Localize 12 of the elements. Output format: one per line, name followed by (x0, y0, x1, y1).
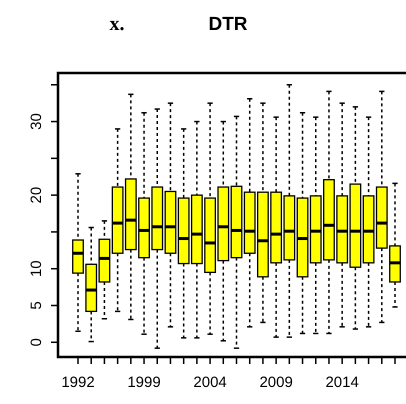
x-tick-label: 1992 (61, 374, 95, 391)
chart-title: DTR (208, 14, 248, 35)
x-tick-label: 1999 (127, 374, 161, 391)
x-tick-label: 2004 (193, 374, 227, 391)
x-tick-label: 2014 (325, 374, 359, 391)
x-tick-label: 2009 (259, 374, 293, 391)
text: x. (110, 13, 124, 35)
y-tick-label: 20 (28, 186, 45, 204)
y-tick-label: 10 (28, 260, 45, 278)
y-tick-label: 0 (28, 338, 45, 346)
y-tick-label: 30 (28, 113, 45, 130)
y-tick-label: 5 (28, 301, 45, 310)
